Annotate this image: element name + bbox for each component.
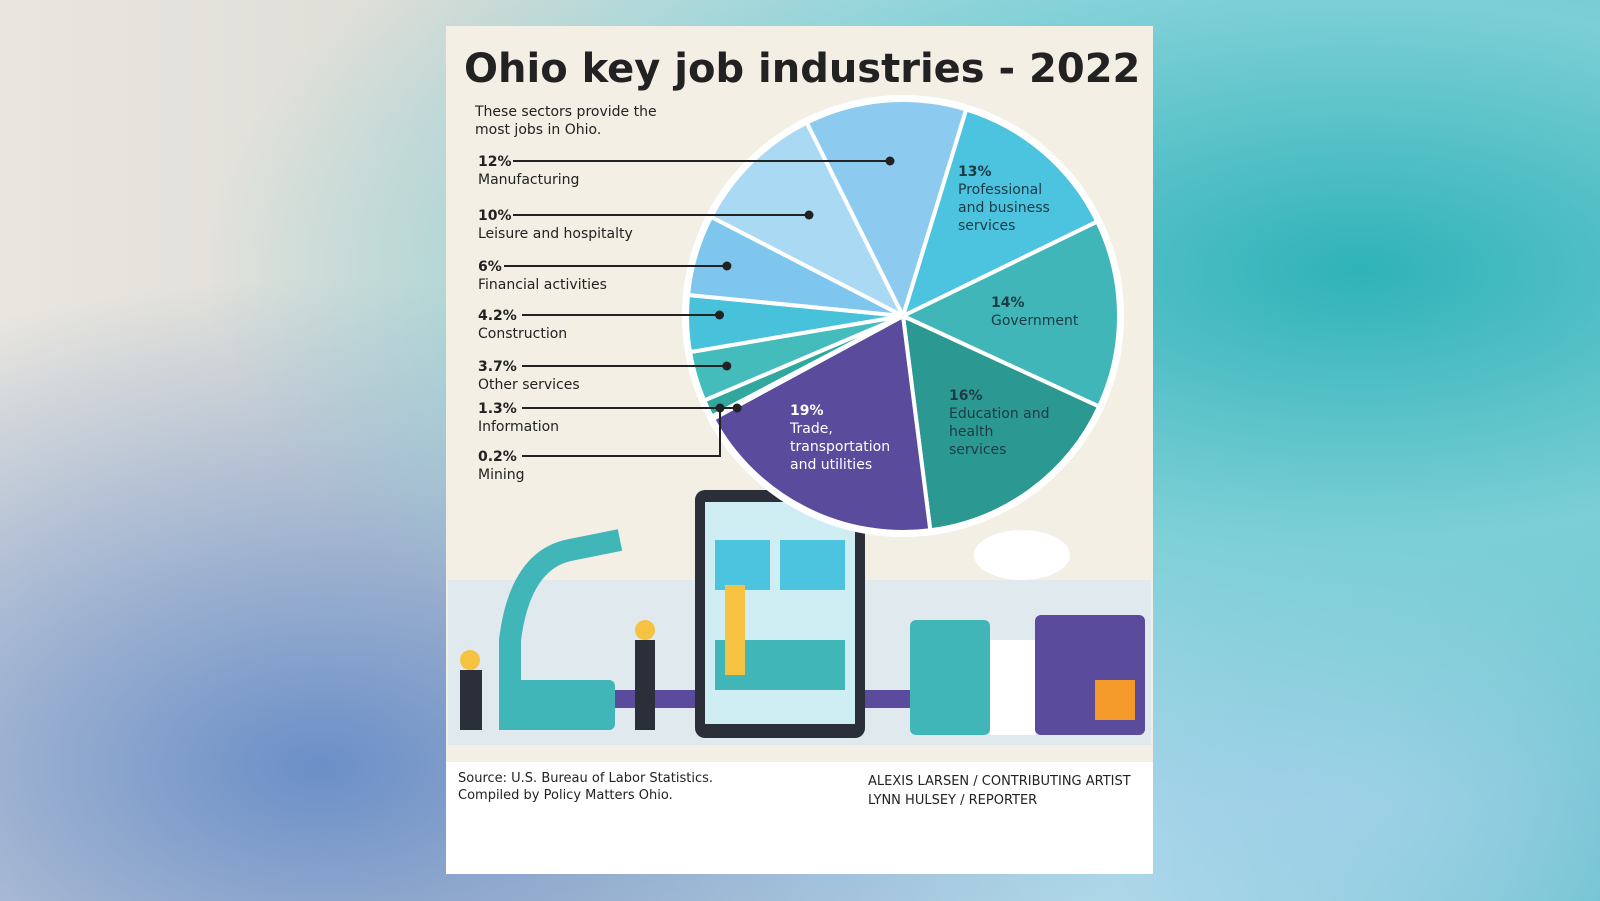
category-label: Trade, transportation and utilities [789,421,890,473]
pie-slice [804,98,969,322]
callout-line [522,408,721,457]
pie-slice [710,312,933,534]
category-label: Government [991,313,1079,329]
value-label: 6% [478,259,502,275]
callout-dot [804,210,814,220]
callout-dot [722,361,732,371]
value-label: 10% [478,208,512,224]
value-label: 16% [949,388,983,404]
callout-dot [715,403,725,413]
callout-dot [722,261,732,271]
chart-title: Ohio key job industries - 2022 [464,46,1140,92]
credit: ALEXIS LARSEN / CONTRIBUTING ARTIST [868,774,1131,789]
value-label: 19% [790,403,824,419]
value-label: 0.2% [478,449,517,465]
category-label: Construction [478,326,567,342]
pie-slice [708,119,908,321]
callout-dot [732,403,742,413]
footer [446,762,1153,874]
pie-slice [898,218,1121,410]
value-label: 1.3% [478,401,517,417]
callout-dot [715,310,725,320]
category-label: Professional and business services [958,182,1050,234]
source: Source: U.S. Bureau of Labor Statistics. [458,771,713,786]
category-label: Information [478,419,559,435]
category-label: Financial activities [478,277,607,293]
value-label: 3.7% [478,359,517,375]
category-label: Manufacturing [478,172,579,188]
illustration [448,490,1151,745]
category-label: Education and health services [949,406,1050,458]
source: Compiled by Policy Matters Ohio. [458,788,673,803]
value-label: 13% [958,164,992,180]
pie [682,95,1124,537]
callout-dot [885,156,895,166]
subtitle: most jobs in Ohio. [475,122,601,138]
category-label: Mining [478,467,525,483]
subtitle: These sectors provide the [474,104,657,120]
value-label: 4.2% [478,308,517,324]
pie-slice [900,312,1102,533]
value-label: 12% [478,154,512,170]
credit: LYNN HULSEY / REPORTER [868,793,1037,808]
category-label: Other services [478,377,580,393]
category-label: Leisure and hospitalty [478,226,633,242]
value-label: 14% [991,295,1025,311]
